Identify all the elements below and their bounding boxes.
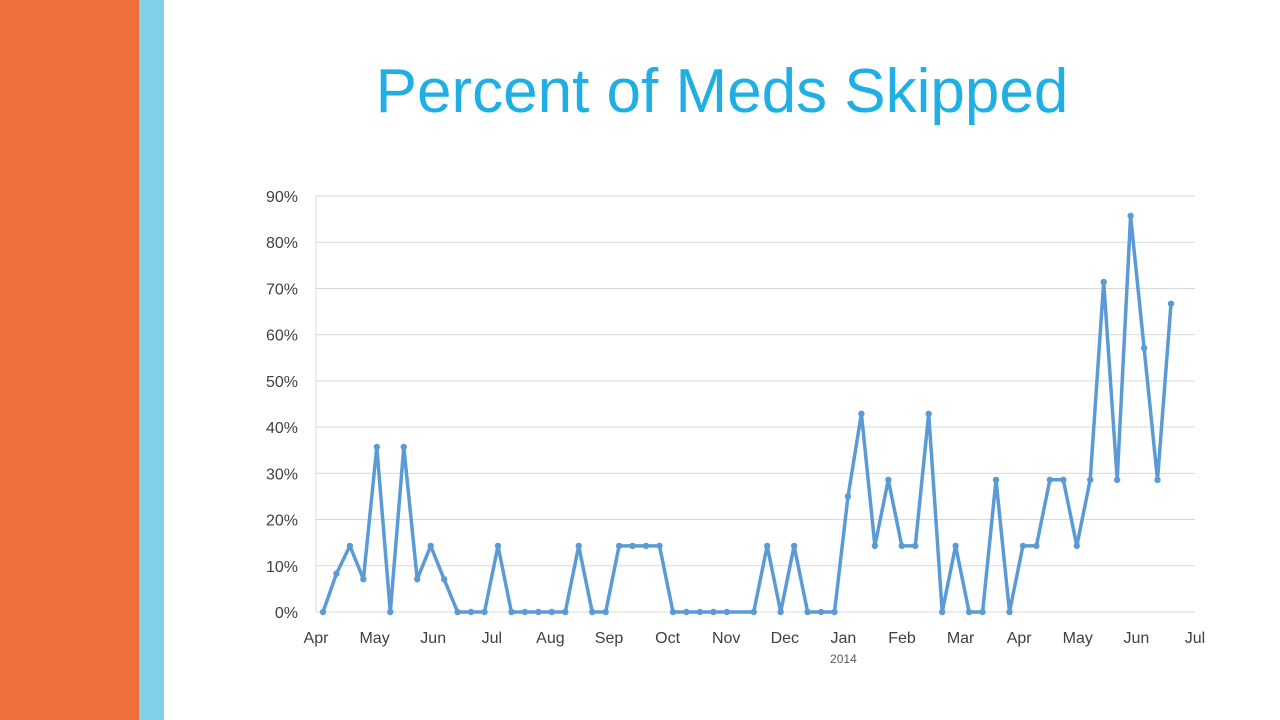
- data-point: [589, 608, 596, 616]
- data-point: [965, 608, 973, 616]
- x-tick-label: Apr: [304, 630, 330, 647]
- x-tick-label: Nov: [712, 630, 740, 647]
- data-point: [602, 608, 609, 616]
- y-tick-label: 0%: [275, 605, 298, 622]
- data-point: [642, 542, 650, 550]
- data-point: [1140, 344, 1148, 352]
- y-tick-label: 60%: [266, 328, 298, 345]
- data-point: [615, 542, 623, 550]
- data-point: [804, 608, 811, 616]
- data-point: [1060, 476, 1067, 484]
- data-point: [750, 608, 757, 616]
- data-point: [777, 608, 784, 616]
- data-point: [1087, 476, 1094, 484]
- data-point: [521, 608, 529, 616]
- data-point: [548, 608, 556, 616]
- data-point: [925, 410, 932, 417]
- x-tick-label: Jul: [1185, 630, 1205, 647]
- data-point: [710, 608, 717, 616]
- slide-title: Percent of Meds Skipped: [375, 57, 1069, 126]
- data-point: [494, 542, 502, 550]
- data-point: [885, 476, 892, 484]
- x-tick-label: Sep: [595, 630, 624, 647]
- x-tick-label: May: [359, 630, 389, 647]
- x-axis-year-label: 2014: [830, 652, 857, 666]
- x-axis: Apr May Jun Jul Aug Sep Oct Nov Dec Jan Feb Mar Apr M…: [304, 630, 1206, 647]
- data-point: [669, 608, 677, 616]
- gridlines: [316, 195, 1195, 613]
- data-point: [1167, 300, 1175, 307]
- data-point: [535, 608, 542, 616]
- y-tick-label: 80%: [266, 235, 298, 252]
- data-point: [575, 542, 582, 550]
- data-point: [414, 575, 421, 583]
- data-point: [1113, 476, 1121, 484]
- y-tick-label: 40%: [266, 420, 298, 437]
- y-tick-label: 30%: [266, 466, 298, 483]
- data-point: [871, 542, 879, 550]
- data-point: [1006, 608, 1013, 616]
- data-point: [696, 608, 704, 616]
- x-tick-label: Jun: [420, 630, 446, 647]
- data-point: [508, 608, 515, 616]
- data-point: [683, 608, 690, 616]
- y-tick-label: 20%: [266, 513, 298, 530]
- data-point: [440, 575, 448, 583]
- left-accent-bar-blue: [139, 0, 164, 720]
- data-point: [1127, 212, 1134, 220]
- y-tick-label: 50%: [266, 374, 298, 391]
- data-point: [763, 542, 771, 550]
- data-point: [831, 608, 838, 616]
- data-point: [387, 608, 394, 616]
- data-point: [858, 410, 865, 417]
- data-point: [790, 542, 798, 550]
- data-point: [992, 476, 1000, 484]
- x-tick-label: Jan: [831, 630, 857, 647]
- data-point: [844, 493, 852, 500]
- data-point: [454, 608, 461, 616]
- data-point: [467, 608, 475, 616]
- data-point: [1073, 542, 1080, 550]
- data-point: [1033, 542, 1040, 550]
- data-point: [1046, 476, 1054, 484]
- y-tick-label: 70%: [266, 281, 298, 298]
- data-point: [400, 443, 407, 451]
- data-point: [360, 575, 367, 583]
- y-axis: 0% 10% 20% 30% 40% 50% 60% 70% 80% 90%: [266, 189, 317, 622]
- x-tick-label: Feb: [888, 630, 916, 647]
- data-point: [562, 608, 569, 616]
- data-point: [1100, 278, 1107, 286]
- data-point: [912, 542, 919, 550]
- data-point: [723, 608, 731, 616]
- data-point: [333, 570, 340, 577]
- data-point: [952, 542, 959, 550]
- data-point: [427, 542, 434, 550]
- data-point: [817, 608, 825, 616]
- x-tick-label: May: [1063, 630, 1093, 647]
- data-point: [319, 608, 327, 616]
- y-tick-label: 90%: [266, 189, 298, 206]
- data-point: [481, 608, 488, 616]
- series-line: [321, 214, 1173, 614]
- data-point: [979, 608, 986, 616]
- left-accent-bar-orange: [0, 0, 139, 720]
- data-point: [938, 608, 946, 616]
- x-tick-label: Mar: [947, 630, 975, 647]
- x-tick-label: Dec: [771, 630, 799, 647]
- data-point: [373, 443, 381, 451]
- x-tick-label: Jun: [1124, 630, 1150, 647]
- data-point: [656, 542, 663, 550]
- x-tick-label: Oct: [655, 630, 680, 647]
- data-point: [1019, 542, 1027, 550]
- x-tick-label: Jul: [482, 630, 502, 647]
- plot-area: [319, 212, 1175, 616]
- x-tick-label: Aug: [536, 630, 564, 647]
- data-point: [346, 542, 354, 550]
- x-tick-label: Apr: [1007, 630, 1033, 647]
- y-tick-label: 10%: [266, 559, 298, 576]
- data-point: [629, 542, 636, 550]
- data-point: [1154, 476, 1161, 484]
- data-point: [898, 542, 905, 550]
